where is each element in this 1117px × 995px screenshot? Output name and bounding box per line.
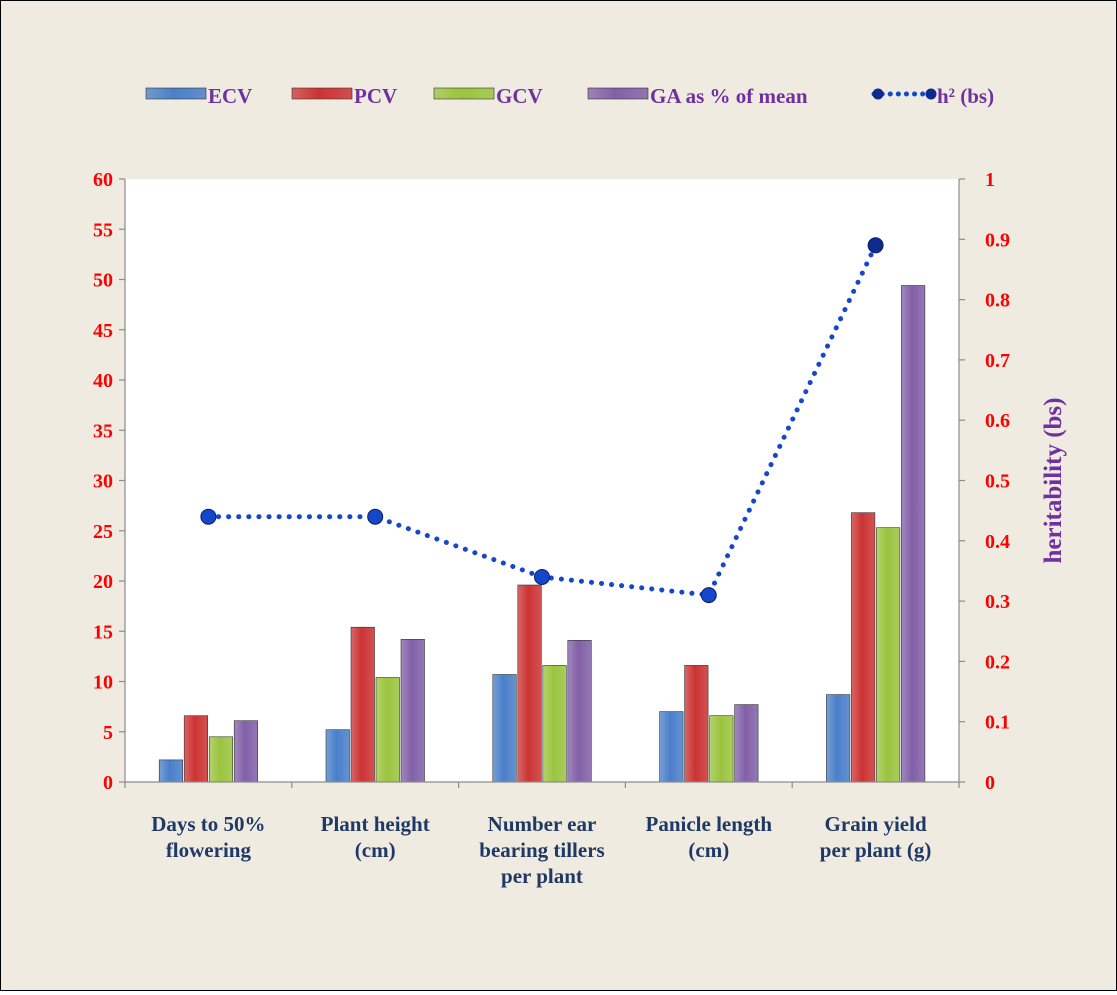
legend-swatch-1 [291,87,353,100]
bar-ga-as-of-mean-0 [233,720,258,783]
category-label-1: Plant height (cm) [321,812,430,862]
bars [158,285,926,783]
bar-gcv-1 [375,677,400,783]
bar-pcv-2 [517,584,542,783]
plot-area [125,179,959,782]
y-right-tick-label: 0.5 [985,471,1010,493]
bar-ecv-2 [492,674,517,783]
legend-swatch-3 [587,87,649,100]
y-left-tick-label: 10 [93,672,113,694]
bar-ga-as-of-mean-3 [734,704,759,783]
y-right-tick-label: 0.3 [985,591,1010,613]
legend-line-marker [872,88,884,100]
y-right-tick-label: 0.1 [985,712,1010,734]
heritability-point-1 [367,508,384,525]
y-left-tick-label: 25 [93,521,113,543]
bar-pcv-0 [183,715,208,783]
y-left-tick-label: 35 [93,420,113,442]
y-right-tick-label: 1 [985,169,995,191]
heritability-point-4 [867,237,884,254]
y-right-tick-label: 0.2 [985,651,1010,673]
y-left-tick-label: 40 [93,370,113,392]
y-left-tick-label: 20 [93,571,113,593]
y-right-tick-label: 0 [985,772,995,794]
legend-line-marker [925,88,937,100]
y-left-tick-label: 15 [93,621,113,643]
legend-swatch-2 [433,87,495,100]
y-left-tick-label: 60 [93,169,113,191]
category-label-4: Grain yield per plant (g) [820,812,932,862]
y-left-tick-label: 50 [93,270,113,292]
heritability-point-2 [534,569,550,585]
y-right-axis-title: heritability (bs) [1040,398,1067,564]
legend: ECV PCV GCV GA as % of mean h² (bs) [145,84,994,108]
bar-ecv-0 [158,759,183,783]
legend-label-2: GCV [496,84,543,108]
y-left-tick-label: 5 [103,722,113,744]
legend-label-3: GA as % of mean [650,84,808,108]
y-left-tick-label: 45 [93,320,113,342]
bar-gcv-3 [709,715,734,783]
labels: 0 5 10 15 20 25 30 35 40 45 50 55 60 0 0.1 0.2 0.3 0.4 0.5… [93,169,1067,888]
bar-pcv-3 [684,665,709,783]
bar-ga-as-of-mean-4 [901,285,926,783]
axes [119,178,965,788]
bar-ga-as-of-mean-2 [567,639,592,783]
y-right-tick-label: 0.6 [985,410,1010,432]
y-left-tick-label: 30 [93,471,113,493]
heritability-point-0 [200,508,217,525]
bar-ecv-1 [325,729,350,783]
legend-label-0: ECV [208,84,252,108]
category-label-2: Number ear bearing tillers per plant [479,812,604,888]
y-right-tick-label: 0.7 [985,350,1010,372]
y-left-tick-label: 0 [103,772,113,794]
bar-ecv-4 [826,694,851,783]
y-right-tick-label: 0.8 [985,290,1010,312]
bar-ecv-3 [659,711,684,783]
bar-pcv-1 [350,626,375,783]
bar-gcv-0 [208,736,233,783]
y-right-tick-label: 0.9 [985,229,1010,251]
category-label-3: Panicle length (cm) [646,812,773,862]
bar-pcv-4 [851,512,876,783]
category-label-0: Days to 50% flowering [151,812,265,862]
legend-label-1: PCV [354,84,397,108]
bar-gcv-2 [542,665,567,783]
y-right-tick-label: 0.4 [985,531,1010,553]
y-left-tick-label: 55 [93,219,113,241]
heritability-line [200,237,884,604]
legend-label-h2: h² (bs) [937,84,994,108]
legend-swatch-0 [145,87,207,100]
bar-gcv-4 [876,527,901,783]
heritability-point-3 [700,587,717,604]
bar-ga-as-of-mean-1 [400,638,425,783]
